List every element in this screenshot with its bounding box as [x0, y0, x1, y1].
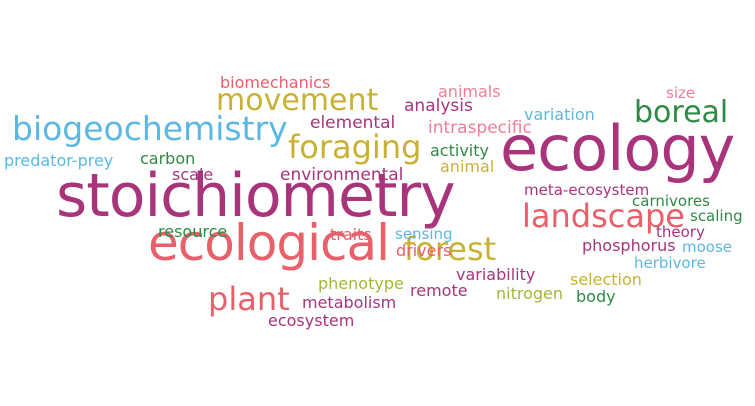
word-landscape: landscape — [522, 197, 685, 235]
word-ecosystem: ecosystem — [268, 311, 355, 330]
word-herbivore: herbivore — [634, 254, 706, 272]
word-forest: forest — [404, 230, 497, 268]
word-predator-prey: predator-prey — [4, 151, 114, 170]
word-scale: scale — [172, 165, 214, 184]
word-variation: variation — [524, 105, 595, 124]
word-phosphorus: phosphorus — [582, 236, 676, 255]
word-elemental: elemental — [310, 113, 396, 133]
word-boreal: boreal — [634, 95, 729, 130]
word-sensing: sensing — [395, 225, 453, 243]
word-animals: animals — [438, 82, 501, 101]
word-carnivores: carnivores — [632, 192, 710, 210]
word-variability: variability — [456, 265, 536, 284]
word-selection: selection — [570, 270, 642, 289]
word-animal: animal — [440, 157, 495, 176]
word-moose: moose — [682, 238, 733, 256]
word-body: body — [576, 287, 616, 306]
word-analysis: analysis — [404, 96, 473, 116]
word-environmental: environmental — [280, 165, 404, 185]
word-activity: activity — [430, 141, 489, 160]
word-meta-ecosystem: meta-ecosystem — [524, 181, 650, 199]
word-theory: theory — [656, 223, 705, 241]
word-metabolism: metabolism — [302, 293, 397, 312]
word-ecology: ecology — [500, 112, 735, 185]
word-ecological: ecological — [148, 214, 390, 272]
word-remote: remote — [410, 281, 468, 300]
word-carbon: carbon — [140, 149, 196, 168]
word-size: size — [666, 84, 696, 102]
word-biomechanics: biomechanics — [220, 73, 331, 92]
word-nitrogen: nitrogen — [496, 284, 564, 303]
word-traits: traits — [330, 225, 372, 244]
word-resource: resource — [158, 222, 228, 241]
word-intraspecific: intraspecific — [428, 118, 532, 138]
word-plant: plant — [208, 280, 290, 318]
word-stoichiometry: stoichiometry — [56, 161, 456, 231]
word-movement: movement — [216, 83, 379, 118]
word-foraging: foraging — [288, 128, 422, 166]
word-drivers: drivers — [396, 241, 452, 260]
word-biogeochemistry: biogeochemistry — [12, 109, 288, 148]
word-phenotype: phenotype — [318, 274, 404, 293]
word-scaling: scaling — [690, 207, 743, 225]
